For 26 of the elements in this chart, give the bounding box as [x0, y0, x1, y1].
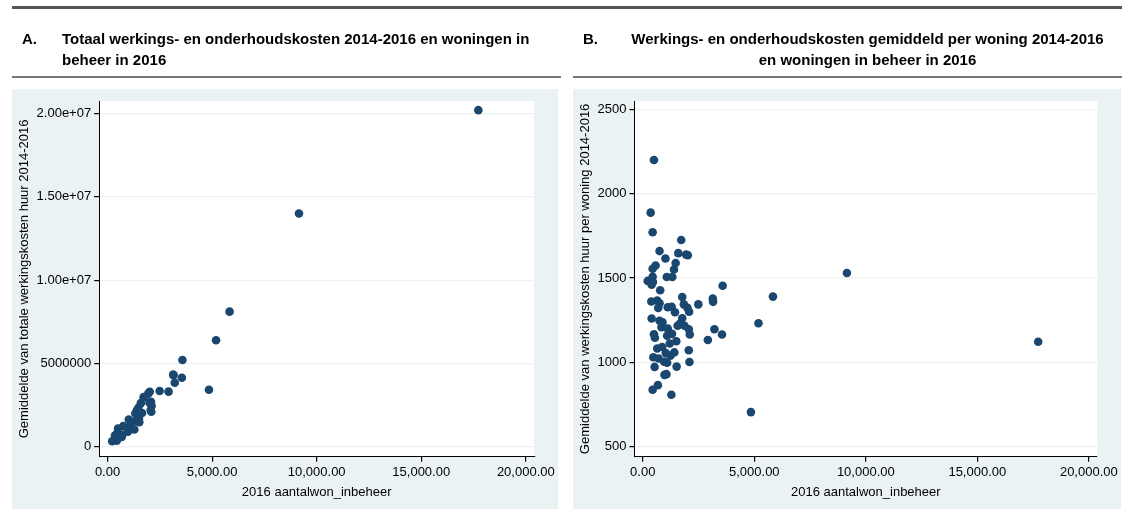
y-tick-label: 5000000 [40, 355, 92, 371]
y-axis-title: Gemiddelde van totale werkingskosten huur 2014-2016 [16, 119, 32, 439]
chart-title: A. Totaal werkings- en onderhoudskosten 2014-2016 en woningen in beheer in 2016 [22, 30, 530, 68]
x-tick-label: 5,000.00 [186, 464, 238, 480]
x-tick-label: 0.00 [630, 464, 656, 480]
x-tick-label: 20,000.00 [1059, 464, 1118, 480]
y-tick-label: 500 [604, 438, 627, 454]
y-tick-label: 1500 [597, 269, 627, 285]
y-tick-label: 2000 [597, 185, 627, 201]
x-axis-title: 2016 aantalwon_inbeheer [241, 483, 393, 499]
x-tick-label: 15,000.00 [392, 464, 451, 480]
x-tick-label: 20,000.00 [496, 464, 555, 480]
x-tick-label: 5,000.00 [728, 464, 780, 480]
y-tick-label: 2500 [597, 101, 627, 117]
y-tick-label: 0 [83, 438, 92, 454]
y-tick-label: 1.00e+07 [36, 271, 92, 287]
y-tick-label: 2.00e+07 [36, 105, 92, 121]
x-tick-label: 0.00 [94, 464, 121, 480]
y-tick-label: 1.50e+07 [36, 188, 92, 204]
x-tick-label: 15,000.00 [948, 464, 1007, 480]
chart-title: B. Werkings- en onderhoudskosten gemiddeld per woning 2014-2016 en woningen in beheer in 2016 [583, 30, 1104, 68]
x-tick-label: 10,000.00 [287, 464, 346, 480]
y-tick-label: 1000 [597, 353, 627, 369]
x-axis-title: 2016 aantalwon_inbeheer [790, 483, 942, 499]
x-tick-label: 10,000.00 [836, 464, 895, 480]
y-axis-title: Gemiddelde van werkingskosten huur per woning 2014-2016 [577, 103, 593, 455]
